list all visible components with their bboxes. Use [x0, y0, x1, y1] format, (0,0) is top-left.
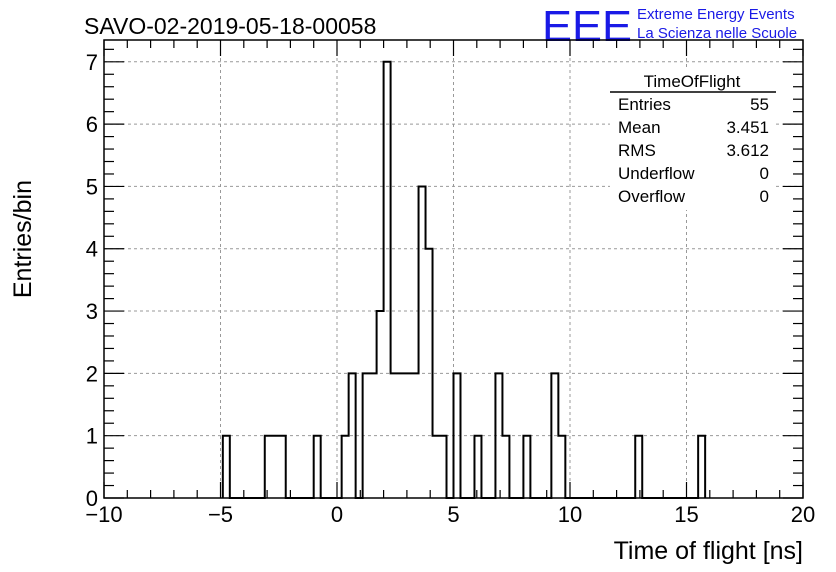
y-tick-label: 3 [86, 299, 98, 324]
histogram-line [221, 60, 707, 499]
x-tick-label: 5 [447, 502, 459, 527]
stats-row-value: 3.612 [726, 141, 769, 160]
chart-title: SAVO-02-2019-05-18-00058 [84, 13, 376, 39]
stats-row-value: 0 [760, 187, 769, 206]
stats-row-value: 55 [750, 95, 769, 114]
x-tick-label: −5 [208, 502, 233, 527]
y-axis-label: Entries/bin [9, 180, 37, 298]
stats-row-label: RMS [618, 141, 656, 160]
x-tick-label: 10 [558, 502, 582, 527]
x-tick-labels: −10 −5 0 5 10 15 20 [85, 502, 815, 527]
stats-row-label: Overflow [618, 187, 686, 206]
y-tick-label: 0 [86, 486, 98, 511]
stats-row-value: 0 [760, 164, 769, 183]
stats-box-rows: Entries 55 Mean 3.451 RMS 3.612 Underflow 0 Over… [618, 95, 769, 206]
eee-logo-line1: Extreme Energy Events [637, 6, 795, 23]
eee-logo: EEE Extreme Energy Events La Scienza nel… [542, 2, 797, 51]
stats-row-label: Mean [618, 118, 661, 137]
axis-ticks [103, 40, 804, 499]
y-tick-label: 1 [86, 424, 98, 449]
stats-box-name: TimeOfFlight [644, 72, 741, 91]
x-tick-label: 15 [674, 502, 698, 527]
grid-lines [104, 40, 803, 498]
y-tick-label: 4 [86, 237, 98, 262]
x-tick-label: 20 [791, 502, 815, 527]
stats-box: TimeOfFlight Entries 55 Mean 3.451 RMS 3.612 U… [610, 70, 776, 210]
eee-logo-line2: La Scienza nelle Scuole [637, 25, 797, 42]
x-axis-label: Time of flight [ns] [614, 537, 803, 565]
stats-row-label: Underflow [618, 164, 695, 183]
y-tick-label: 5 [86, 174, 98, 199]
y-tick-label: 6 [86, 112, 98, 137]
stats-box-background [610, 70, 776, 210]
stats-row-label: Entries [618, 95, 671, 114]
stats-row-value: 3.451 [726, 118, 769, 137]
y-tick-label: 7 [86, 50, 98, 75]
y-tick-label: 2 [86, 361, 98, 386]
y-tick-labels: 0 1 2 3 4 5 6 7 [86, 50, 98, 511]
eee-logo-text: EEE [542, 2, 632, 51]
x-tick-label: −10 [85, 502, 122, 527]
x-tick-label: 0 [331, 502, 343, 527]
